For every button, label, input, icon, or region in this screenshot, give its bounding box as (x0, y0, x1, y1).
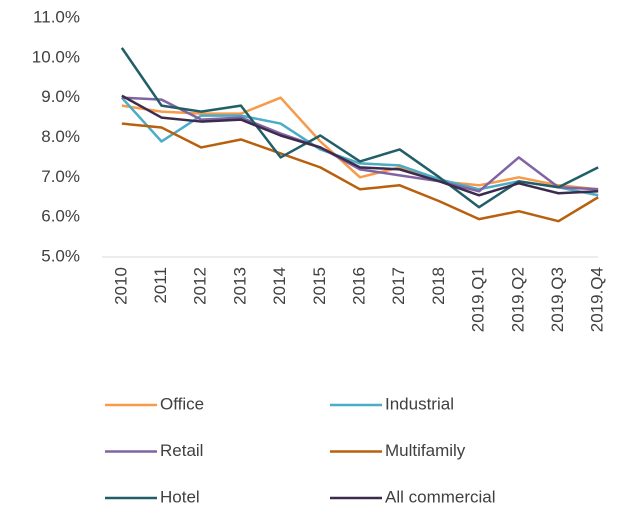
y-tick-label: 8.0% (41, 127, 80, 146)
x-tick-label: 2019.Q2 (508, 267, 527, 332)
x-tick-label: 2013 (230, 267, 249, 305)
legend-label: All commercial (385, 487, 496, 506)
x-tick-label: 2019.Q4 (588, 267, 607, 332)
series-line (121, 94, 599, 197)
x-tick-label: 2019.Q3 (548, 267, 567, 332)
legend-label: Retail (160, 441, 203, 460)
series-line (121, 122, 599, 223)
y-tick-label: 11.0% (33, 7, 80, 26)
series-line (120, 47, 599, 209)
y-tick-label: 6.0% (41, 207, 80, 226)
y-tick-label: 7.0% (41, 167, 80, 186)
legend-label: Multifamily (385, 441, 466, 460)
x-tick-label: 2014 (270, 267, 289, 305)
x-tick-label: 2011 (151, 267, 170, 304)
x-tick-label: 2017 (389, 267, 408, 305)
x-tick-label: 2018 (429, 267, 448, 305)
x-tick-label: 2016 (349, 267, 368, 305)
x-tick-label: 2019.Q1 (469, 267, 488, 332)
y-tick-label: 5.0% (41, 246, 80, 265)
legend-label: Hotel (160, 487, 200, 506)
y-tick-label: 10.0% (32, 47, 80, 66)
legend-label: Industrial (385, 394, 454, 413)
legend-label: Office (160, 394, 204, 413)
y-tick-label: 9.0% (41, 87, 80, 106)
x-tick-label: 2010 (111, 267, 130, 305)
series-line (121, 96, 599, 191)
x-tick-label: 2015 (310, 267, 329, 305)
series-line (121, 96, 599, 193)
x-tick-label: 2012 (191, 267, 210, 305)
